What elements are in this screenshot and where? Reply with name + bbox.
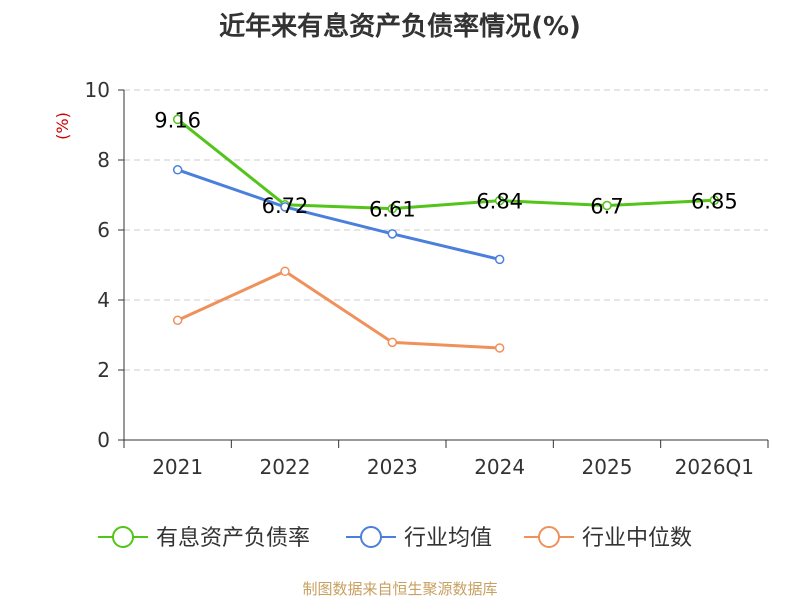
series-line-1 <box>177 168 501 261</box>
legend-label-1: 行业均值 <box>404 526 492 551</box>
point-s0-2021 <box>172 114 183 125</box>
point-s0-2023 <box>387 203 398 214</box>
point-s2-2022 <box>280 266 290 277</box>
source-note: 制图数据来自恒生聚源数据库 <box>302 580 498 598</box>
axes: 0 2 4 6 8 10 2021 2022 2023 2024 2025 2026Q1 <box>85 78 769 479</box>
point-s1-2021 <box>172 165 183 175</box>
y-tick-label-6: 6 <box>97 218 110 242</box>
series-line-2 <box>177 269 500 350</box>
x-tick-label-2021: 2021 <box>152 455 203 479</box>
y-tick-label-4: 4 <box>97 288 110 312</box>
legend-item-0: 有息资产负债率 <box>98 526 310 551</box>
data-label-2025: 6.7 <box>590 195 623 219</box>
grid-lines <box>124 89 768 371</box>
data-label-2024: 6.84 <box>476 190 523 214</box>
point-s1-2023 <box>387 229 398 239</box>
point-s0-2025 <box>602 200 612 211</box>
data-labels: 9.16 6.72 6.61 6.84 6.7 6.85 <box>154 108 737 221</box>
x-tick-label-2022: 2022 <box>260 455 311 479</box>
x-tick-label-2026Q1: 2026Q1 <box>675 455 754 479</box>
point-s2-2024 <box>494 343 505 353</box>
legend-item-1: 行业均值 <box>346 526 492 551</box>
legend-label-0: 有息资产负债率 <box>156 526 310 551</box>
point-s1-2022 <box>280 202 290 212</box>
point-s1-2024 <box>494 254 505 265</box>
legend-marker-2 <box>538 526 560 548</box>
data-label-2021: 9.16 <box>154 108 201 132</box>
point-s0-2026Q1 <box>709 195 720 205</box>
x-tick-label-2024: 2024 <box>474 455 525 479</box>
y-tick-label-10: 10 <box>85 78 110 102</box>
legend-marker-0 <box>112 526 134 548</box>
point-s0-2024 <box>494 195 505 206</box>
x-tick-label-2023: 2023 <box>367 455 418 479</box>
point-s2-2023 <box>387 337 398 348</box>
series-group <box>172 114 720 353</box>
data-label-2023: 6.61 <box>369 198 416 222</box>
point-s2-2021 <box>172 315 183 326</box>
legend-marker-1 <box>360 526 382 548</box>
y-tick-label-8: 8 <box>97 148 110 172</box>
y-tick-label-0: 0 <box>97 428 110 452</box>
legend-label-2: 行业中位数 <box>582 526 692 551</box>
legend-item-2: 行业中位数 <box>524 526 692 551</box>
y-tick-label-2: 2 <box>97 358 110 382</box>
data-label-2022: 6.72 <box>262 194 309 218</box>
y-axis-label: (%) <box>53 112 72 140</box>
chart-title: 近年来有息资产负债率情况(%) <box>219 12 581 42</box>
series-line-0 <box>176 118 715 211</box>
x-tick-label-2025: 2025 <box>582 455 633 479</box>
legend: 有息资产负债率 行业均值 行业中位数 <box>98 526 692 551</box>
data-label-2026Q1: 6.85 <box>691 189 738 213</box>
